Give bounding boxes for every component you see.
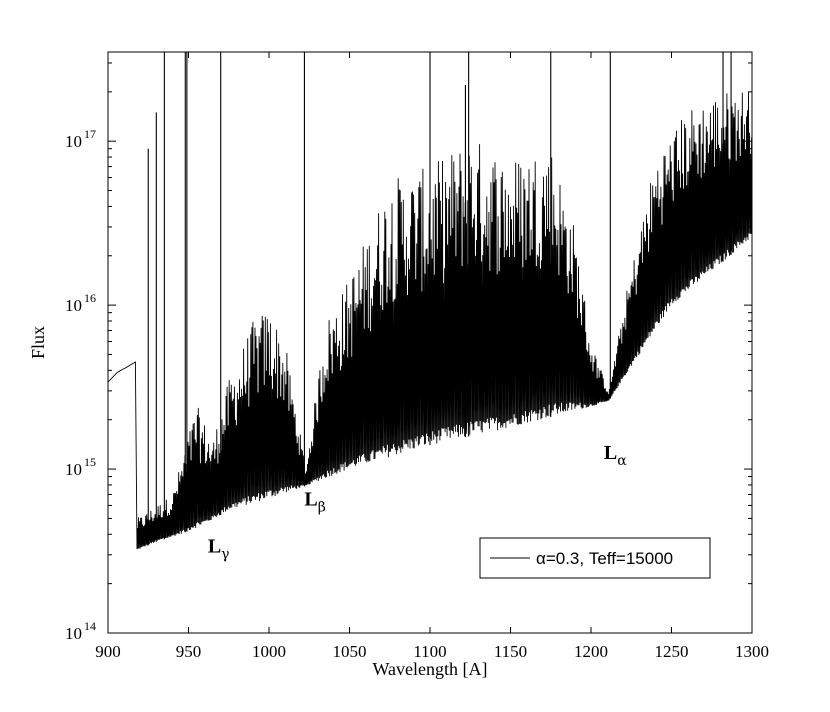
ticks-layer bbox=[107, 52, 753, 634]
x-tick-label: 900 bbox=[95, 642, 121, 661]
y-tick-exponent: 15 bbox=[84, 455, 96, 469]
y-tick-label: 10 bbox=[65, 460, 82, 479]
y-tick-label: 10 bbox=[65, 132, 82, 151]
x-tick-label: 1200 bbox=[574, 642, 608, 661]
annotation-l-gamma: Lγ bbox=[208, 535, 230, 562]
x-tick-label: 1250 bbox=[655, 642, 689, 661]
annotation-l-beta: Lβ bbox=[304, 488, 325, 515]
x-tick-label: 1050 bbox=[333, 642, 367, 661]
x-tick-label: 1300 bbox=[735, 642, 769, 661]
x-tick-label: 1150 bbox=[494, 642, 527, 661]
spectrum-line bbox=[108, 91, 752, 550]
y-tick-exponent: 14 bbox=[84, 619, 96, 633]
y-tick-exponent: 16 bbox=[84, 291, 96, 305]
annotation-l-alpha: Lα bbox=[604, 442, 627, 469]
x-tick-label: 950 bbox=[176, 642, 202, 661]
y-axis-label: Flux bbox=[28, 326, 48, 359]
series-layer bbox=[108, 52, 752, 550]
y-tick-label: 10 bbox=[65, 624, 82, 643]
y-tick-exponent: 17 bbox=[84, 127, 96, 141]
legend-entry-label: α=0.3, Teff=15000 bbox=[536, 549, 673, 568]
y-tick-label: 10 bbox=[65, 296, 82, 315]
x-tick-label: 1000 bbox=[252, 642, 286, 661]
x-axis-label: Wavelength [A] bbox=[372, 659, 487, 679]
legend: α=0.3, Teff=15000 bbox=[479, 537, 711, 579]
x-tick-label: 1100 bbox=[413, 642, 446, 661]
